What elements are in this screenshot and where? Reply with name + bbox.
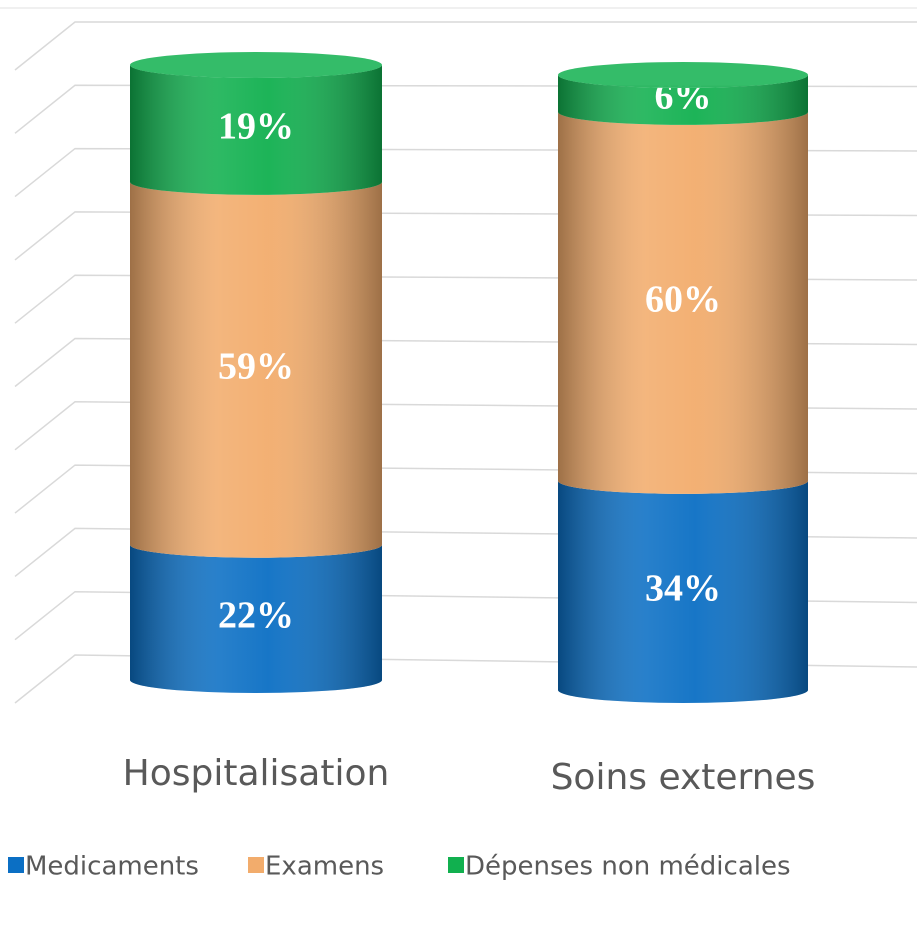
bar-shading bbox=[558, 75, 808, 125]
value-label: 22% bbox=[218, 595, 294, 637]
bar-shading bbox=[558, 111, 808, 494]
legend-label: Examens bbox=[265, 852, 384, 882]
legend-swatch bbox=[248, 857, 264, 873]
bar-shading bbox=[130, 544, 382, 693]
bar-top bbox=[130, 52, 382, 78]
value-label: 59% bbox=[218, 345, 294, 387]
bar-shading bbox=[558, 480, 808, 703]
bar-shading bbox=[130, 65, 382, 195]
x-tick-label: Hospitalisation bbox=[123, 753, 390, 794]
grid-line bbox=[14, 21, 917, 71]
legend-swatch bbox=[8, 857, 24, 873]
value-label: 60% bbox=[645, 279, 721, 321]
legend-label: Medicaments bbox=[25, 852, 199, 882]
legend-label: Dépenses non médicales bbox=[465, 852, 791, 882]
value-label: 34% bbox=[645, 568, 721, 610]
value-label: 19% bbox=[218, 106, 294, 148]
bar-top bbox=[558, 62, 808, 88]
legend-swatch bbox=[448, 857, 464, 873]
x-tick-label: Soins externes bbox=[551, 757, 816, 798]
bar-shading bbox=[130, 181, 382, 558]
